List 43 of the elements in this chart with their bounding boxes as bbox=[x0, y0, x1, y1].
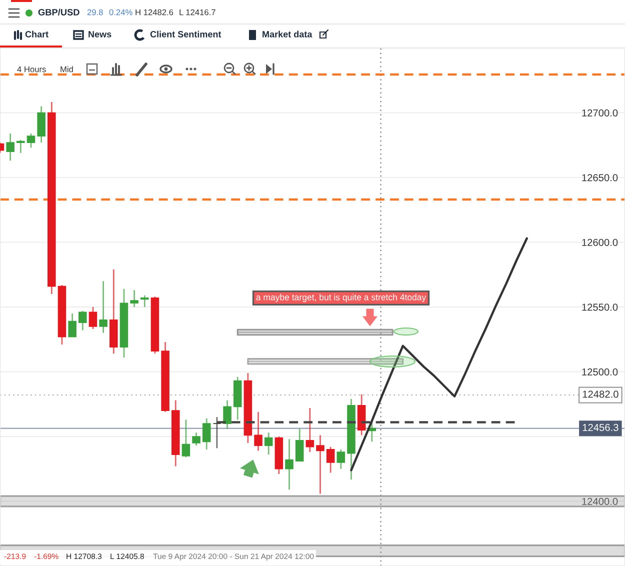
text: News bbox=[88, 31, 112, 38]
candlestick bbox=[6, 132, 14, 162]
candlestick bbox=[37, 106, 46, 144]
candlestick bbox=[295, 428, 304, 462]
candlestick bbox=[223, 400, 232, 430]
y-tick-label: 12550.0 bbox=[582, 304, 618, 311]
chart-title: GBP/USD bbox=[38, 8, 80, 16]
candlestick bbox=[306, 407, 314, 453]
annotation: 4 Hours bbox=[17, 66, 46, 72]
candlestick bbox=[212, 416, 222, 449]
candlestick bbox=[88, 306, 98, 330]
y-tick-label: 12500.0 bbox=[582, 368, 618, 376]
text: Market data bbox=[262, 30, 312, 38]
text: Chart bbox=[25, 30, 48, 38]
candlestick bbox=[264, 432, 273, 456]
candlestick bbox=[130, 289, 138, 308]
ref-line-label: 12482.0 bbox=[582, 390, 618, 398]
candlestick bbox=[68, 312, 76, 338]
candlestick bbox=[316, 434, 324, 494]
ref-line-label: 12456.3 bbox=[582, 424, 618, 432]
text: 29.8 bbox=[87, 9, 103, 16]
y-tick-label: 12650.0 bbox=[582, 174, 618, 182]
candlestick bbox=[202, 418, 211, 450]
candlestick bbox=[78, 310, 87, 332]
text: 0.24% bbox=[109, 9, 132, 16]
y-tick-label: 12600.0 bbox=[582, 238, 618, 246]
candlestick bbox=[254, 411, 262, 452]
y-tick-label: 12400.0 bbox=[582, 498, 618, 506]
candlestick bbox=[192, 432, 200, 446]
text: Client Sentiment bbox=[150, 30, 222, 38]
candlestick bbox=[26, 132, 36, 148]
candlestick bbox=[326, 446, 335, 474]
candlestick bbox=[99, 280, 108, 334]
annotation: a maybe target, but is quite a stretch 4today bbox=[256, 294, 426, 302]
text: H 12482.6 bbox=[136, 9, 174, 16]
y-tick-label: 12700.0 bbox=[582, 109, 618, 117]
candlestick bbox=[336, 448, 346, 470]
candlestick bbox=[182, 418, 190, 458]
candlestick bbox=[16, 139, 25, 154]
candlestick bbox=[140, 294, 149, 308]
annotation: Mid bbox=[60, 66, 73, 72]
text: L 12416.7 bbox=[180, 9, 216, 16]
candlestick bbox=[285, 438, 294, 490]
